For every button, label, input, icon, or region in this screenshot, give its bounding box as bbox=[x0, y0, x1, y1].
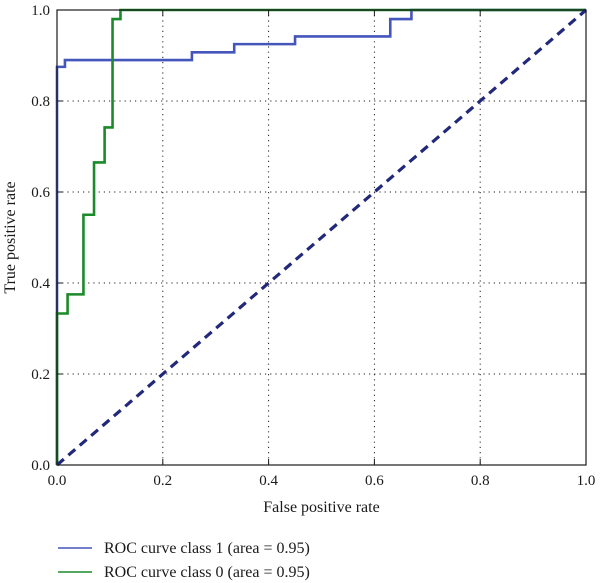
legend: ROC curve class 1 (area = 0.95) ROC curv… bbox=[58, 540, 310, 581]
x-axis-label: False positive rate bbox=[263, 499, 379, 516]
roc-curve-class-1 bbox=[55, 8, 586, 465]
y-tick-label: 0.6 bbox=[31, 185, 50, 201]
plot-area-frame bbox=[56, 9, 587, 466]
y-tick-label: 0.8 bbox=[31, 94, 50, 110]
chance-diagonal-line bbox=[55, 8, 588, 467]
legend-label-class-1: ROC curve class 1 (area = 0.95) bbox=[104, 540, 310, 557]
x-tick-label: 0.6 bbox=[365, 473, 384, 489]
x-tick-label: 0.8 bbox=[471, 473, 490, 489]
axis-ticks: 0.0 0.2 0.4 0.6 0.8 1.0 0.0 0.2 0.4 0.6 0.8 1.0 bbox=[31, 3, 595, 489]
y-axis-label: True positive rate bbox=[2, 181, 19, 293]
y-tick-label: 0.4 bbox=[31, 276, 50, 292]
x-tick-label: 0.2 bbox=[153, 473, 172, 489]
y-tick-label: 1.0 bbox=[31, 3, 50, 19]
x-tick-label: 1.0 bbox=[577, 473, 596, 489]
roc-curve-class-0 bbox=[55, 8, 586, 465]
y-tick-label: 0.0 bbox=[31, 458, 50, 474]
x-tick-label: 0.4 bbox=[259, 473, 278, 489]
y-tick-label: 0.2 bbox=[31, 367, 50, 383]
series-group bbox=[55, 8, 588, 467]
legend-label-class-0: ROC curve class 0 (area = 0.95) bbox=[104, 564, 310, 581]
x-tick-label: 0.0 bbox=[48, 473, 67, 489]
